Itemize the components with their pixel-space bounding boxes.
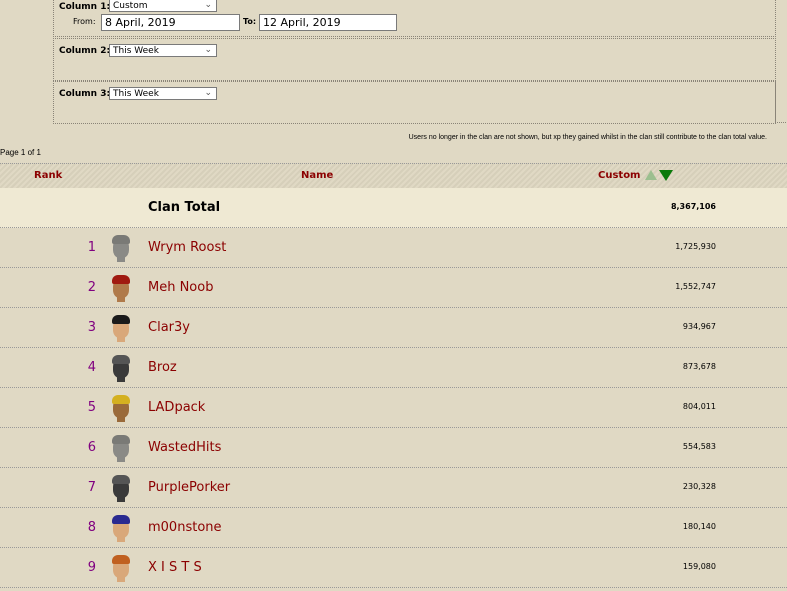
- table-row: 4 Broz 873,678: [0, 348, 787, 388]
- xp-cell: 180,140: [682, 522, 716, 531]
- column1-panel: Column 1: Custom ⌄ From: 8 April, 2019 To…: [53, 0, 776, 37]
- column1-value: Custom: [113, 1, 148, 11]
- rank-cell: 1: [87, 240, 96, 255]
- clan-total-label: Clan Total: [148, 200, 221, 215]
- xp-cell: 554,583: [682, 442, 716, 451]
- panel-border: [775, 0, 787, 123]
- column2-select[interactable]: This Week ⌄: [109, 44, 217, 57]
- rank-header[interactable]: Rank: [34, 170, 63, 181]
- to-label: To:: [243, 17, 257, 26]
- player-avatar: [111, 234, 131, 262]
- xp-cell: 1,552,747: [675, 282, 716, 291]
- column1-label: Column 1:: [59, 2, 111, 12]
- column3-value: This Week: [113, 89, 159, 99]
- rank-cell: 6: [87, 440, 96, 455]
- clan-total-value: 8,367,106: [670, 202, 716, 211]
- player-name-link[interactable]: Meh Noob: [148, 280, 214, 295]
- player-name-link[interactable]: LADpack: [148, 400, 206, 415]
- to-date-input[interactable]: 12 April, 2019: [259, 14, 397, 31]
- column1-select[interactable]: Custom ⌄: [109, 0, 217, 12]
- table-row: 6 WastedHits 554,583: [0, 428, 787, 468]
- player-avatar: [111, 434, 131, 462]
- player-name-link[interactable]: Broz: [148, 360, 177, 375]
- rank-cell: 9: [87, 560, 96, 575]
- chevron-down-icon: ⌄: [204, 45, 212, 55]
- player-name-link[interactable]: X I S T S: [148, 560, 202, 575]
- rank-cell: 7: [87, 480, 96, 495]
- table-header: Rank Name Custom: [0, 163, 787, 189]
- sort-descending-icon[interactable]: [659, 170, 673, 181]
- column3-select[interactable]: This Week ⌄: [109, 87, 217, 100]
- table-row: 8 m00nstone 180,140: [0, 508, 787, 548]
- from-label: From:: [73, 17, 96, 26]
- xp-cell: 159,080: [682, 562, 716, 571]
- from-date-input[interactable]: 8 April, 2019: [101, 14, 240, 31]
- table-row: 2 Meh Noob 1,552,747: [0, 268, 787, 308]
- player-avatar: [111, 474, 131, 502]
- player-avatar: [111, 354, 131, 382]
- column2-label: Column 2:: [59, 46, 111, 56]
- table-row: 9 X I S T S 159,080: [0, 548, 787, 588]
- pagination: Page 1 of 1: [0, 148, 41, 157]
- xp-cell: 804,011: [682, 402, 716, 411]
- column2-value: This Week: [113, 46, 159, 56]
- rank-cell: 3: [87, 320, 96, 335]
- column3-panel: Column 3: This Week ⌄: [53, 81, 776, 124]
- rank-cell: 8: [87, 520, 96, 535]
- custom-header[interactable]: Custom: [598, 170, 641, 181]
- chevron-down-icon: ⌄: [204, 88, 212, 98]
- chevron-down-icon: ⌄: [204, 0, 212, 10]
- xp-cell: 1,725,930: [675, 242, 716, 251]
- xp-cell: 873,678: [682, 362, 716, 371]
- player-name-link[interactable]: Clar3y: [148, 320, 190, 335]
- sort-arrows-icon[interactable]: [645, 168, 675, 182]
- rank-cell: 5: [87, 400, 96, 415]
- clan-total-row: Clan Total 8,367,106: [0, 188, 787, 228]
- xp-cell: 230,328: [682, 482, 716, 491]
- player-avatar: [111, 274, 131, 302]
- column3-label: Column 3:: [59, 89, 111, 99]
- name-header[interactable]: Name: [301, 170, 334, 181]
- player-name-link[interactable]: WastedHits: [148, 440, 222, 455]
- player-avatar: [111, 314, 131, 342]
- player-avatar: [111, 394, 131, 422]
- table-row: 5 LADpack 804,011: [0, 388, 787, 428]
- player-avatar: [111, 554, 131, 582]
- notice-text: Users no longer in the clan are not show…: [408, 134, 767, 141]
- column2-panel: Column 2: This Week ⌄: [53, 38, 776, 81]
- sort-ascending-icon[interactable]: [645, 170, 657, 180]
- player-name-link[interactable]: Wrym Roost: [148, 240, 227, 255]
- table-row: 7 PurplePorker 230,328: [0, 468, 787, 508]
- rank-cell: 4: [87, 360, 96, 375]
- player-name-link[interactable]: m00nstone: [148, 520, 222, 535]
- player-name-link[interactable]: PurplePorker: [148, 480, 231, 495]
- table-row: 3 Clar3y 934,967: [0, 308, 787, 348]
- xp-cell: 934,967: [682, 322, 716, 331]
- player-avatar: [111, 514, 131, 542]
- rank-cell: 2: [87, 280, 96, 295]
- table-row: 1 Wrym Roost 1,725,930: [0, 228, 787, 268]
